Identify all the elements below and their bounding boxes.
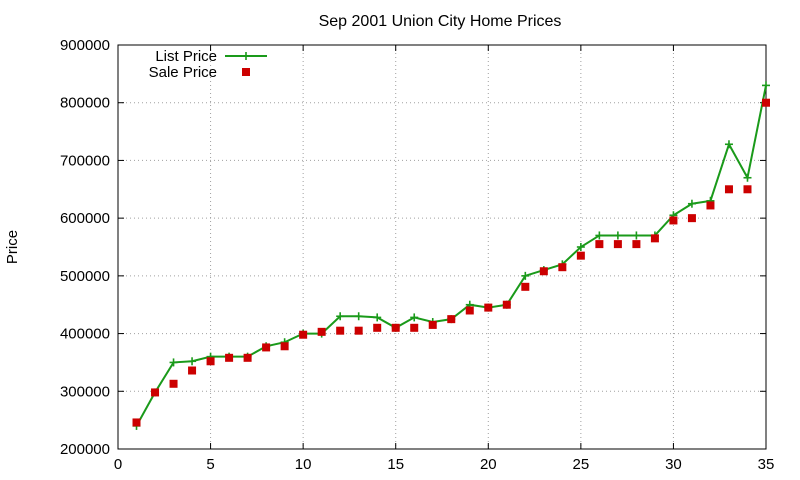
list-price-point [687,199,696,208]
sale-price-point [762,98,770,107]
x-tick-label: 0 [114,456,122,473]
list-price-point [354,312,363,321]
list-price-point [632,231,641,240]
sale-price-point [447,315,456,324]
plot-frame [117,44,767,450]
sale-price-point [465,306,474,315]
chart-title: Sep 2001 Union City Home Prices [319,13,562,30]
sale-price-point [391,323,400,332]
x-tick-label: 25 [573,456,590,473]
x-tick-label: 5 [206,456,214,473]
sale-price-point [687,214,696,223]
sale-price-point [484,303,493,312]
list-price-point [724,140,733,149]
sale-price-point [613,240,622,249]
sale-price-point [410,323,419,332]
sale-price-point [558,263,567,272]
axis-ticks: 0 5 10 15 20 25 30 35 200000 300000 400000 500000 60… [60,37,774,473]
sale-price-point [188,366,197,375]
list-price-point [188,357,197,366]
sale-price-point [650,234,659,243]
list-price-point [762,81,770,90]
sale-price-point [317,327,326,336]
grid [118,45,766,449]
y-tick-label: 600000 [60,210,110,227]
y-tick-label: 400000 [60,326,110,343]
list-price-point [169,358,178,367]
sale-price-point [169,379,178,388]
legend-square-sample [242,68,250,76]
sale-price-point [706,201,715,210]
sale-price-point [373,323,382,332]
y-tick-label: 800000 [60,95,110,112]
sale-price-point [743,185,752,194]
x-tick-label: 30 [665,456,682,473]
y-tick-label: 900000 [60,37,110,54]
x-tick-label: 20 [480,456,497,473]
legend-label: List Price [155,48,217,65]
series [132,81,770,430]
sale-price-point [243,353,252,362]
sale-price-point [669,216,678,225]
y-tick-label: 700000 [60,152,110,169]
list-price-point [410,313,419,322]
sale-price-point [225,353,234,362]
list-price-point [595,231,604,240]
sale-price-point [576,251,585,260]
x-tick-label: 35 [758,456,775,473]
list-price-point [613,231,622,240]
sale-price-point [262,343,271,352]
sale-price-point [280,342,289,351]
sale-price-point [206,357,215,366]
sale-price-point [539,267,548,276]
sale-price-point [336,326,345,335]
y-tick-label: 200000 [60,441,110,458]
list-price-point [743,173,752,182]
list-price-point [576,243,585,251]
sale-price-point [299,330,308,339]
list-price-line [135,85,767,427]
list-price-point [336,312,345,321]
legend-plus-sample [242,52,250,60]
x-tick-label: 10 [295,456,312,473]
sale-price-point [428,320,437,329]
sale-price-point [632,240,641,249]
list-price-point [521,271,530,280]
x-tick-label: 15 [387,456,404,473]
sale-price-point [354,326,363,335]
sale-price-point [595,240,604,249]
sale-price-point [151,388,160,397]
sale-price-point [724,185,733,194]
y-tick-label: 300000 [60,383,110,400]
legend-label: Sale Price [149,64,217,81]
sale-price-point [521,282,530,291]
y-tick-label: 500000 [60,268,110,285]
sale-price-point [132,418,141,427]
sale-price-point [502,300,511,309]
list-price-point [373,313,382,322]
y-axis-label: Price [4,230,21,264]
